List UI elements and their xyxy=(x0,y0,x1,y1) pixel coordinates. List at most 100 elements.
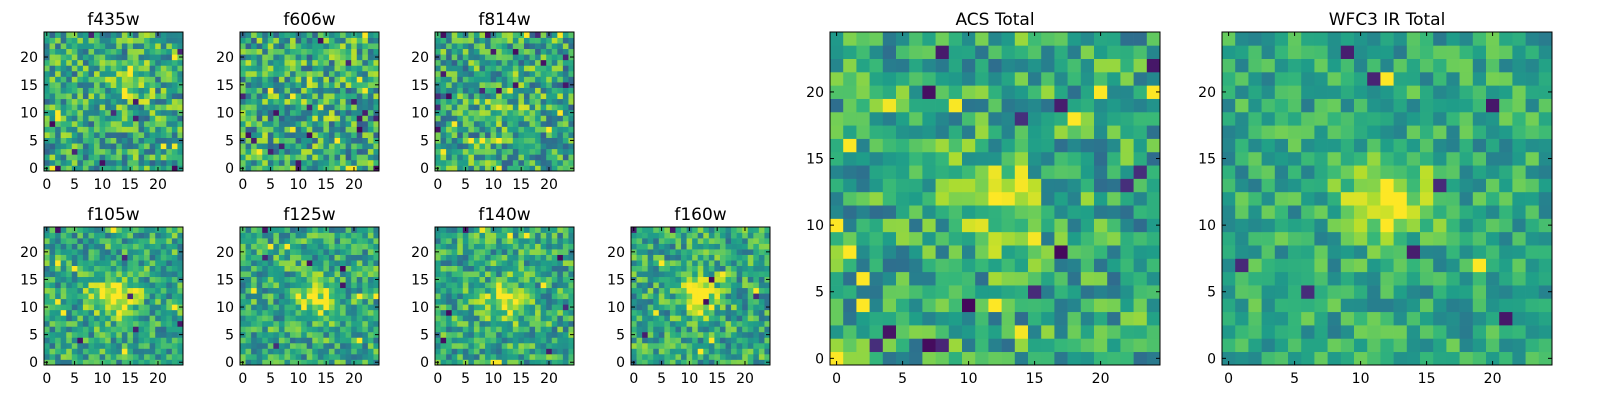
heatmap-cell xyxy=(1146,338,1161,353)
y-tick-label: 15 xyxy=(20,78,38,94)
heatmap-cell xyxy=(457,48,464,55)
heatmap-cell xyxy=(446,293,453,300)
heatmap-cell xyxy=(373,104,380,111)
heatmap-cell xyxy=(1080,298,1095,313)
heatmap-cell xyxy=(435,260,441,266)
heatmap-cell xyxy=(1041,351,1055,366)
heatmap-cell xyxy=(714,348,721,355)
heatmap-cell xyxy=(284,326,291,333)
heatmap-cell xyxy=(462,337,469,344)
heatmap-cell xyxy=(132,232,139,239)
heatmap-cell xyxy=(121,59,128,66)
heatmap-cell xyxy=(149,271,156,278)
heatmap-cell xyxy=(362,98,369,105)
heatmap-cell xyxy=(922,205,936,219)
heatmap-cell xyxy=(507,293,514,300)
heatmap-cell xyxy=(485,104,491,111)
heatmap-cell xyxy=(328,260,335,266)
heatmap-cell xyxy=(747,232,754,239)
heatmap-cell xyxy=(345,165,352,172)
heatmap-cell xyxy=(642,287,649,294)
heatmap-cell xyxy=(551,32,558,38)
heatmap-cell xyxy=(664,238,671,244)
heatmap-cell xyxy=(110,232,117,239)
heatmap-cell xyxy=(975,351,989,366)
heatmap-cell xyxy=(473,331,480,338)
heatmap-cell xyxy=(653,254,660,261)
heatmap-cell xyxy=(334,165,341,172)
heatmap-cell xyxy=(149,276,156,283)
heatmap-cell xyxy=(1014,298,1029,313)
heatmap-cell xyxy=(457,276,464,283)
heatmap-cell xyxy=(138,227,145,233)
heatmap-cell xyxy=(692,282,699,289)
heatmap-cell xyxy=(457,326,464,333)
heatmap-cell xyxy=(356,265,363,272)
heatmap-cell xyxy=(446,109,453,116)
heatmap-cell xyxy=(121,104,128,111)
heatmap-cell xyxy=(490,126,497,133)
heatmap-cell xyxy=(328,70,335,77)
heatmap-cell xyxy=(240,48,246,55)
heatmap-cell xyxy=(356,43,363,50)
heatmap-cell xyxy=(116,43,123,50)
heatmap-cell xyxy=(1080,351,1095,366)
heatmap-cell xyxy=(962,351,976,366)
heatmap-cell xyxy=(758,287,765,294)
y-tick-label: 0 xyxy=(29,161,38,177)
heatmap-cell xyxy=(356,148,363,155)
heatmap-cell xyxy=(507,315,514,322)
heatmap-cell xyxy=(457,249,464,255)
heatmap-cell xyxy=(240,298,246,305)
heatmap-cell xyxy=(485,337,491,344)
heatmap-cell xyxy=(653,232,660,239)
heatmap-cell xyxy=(345,143,352,150)
heatmap-cell xyxy=(523,359,530,366)
heatmap-cell xyxy=(171,159,178,166)
heatmap-cell xyxy=(116,137,123,144)
x-tick-label: 5 xyxy=(266,371,275,387)
heatmap-cell xyxy=(290,137,296,144)
heatmap-cell xyxy=(334,115,341,122)
heatmap-cell xyxy=(121,342,128,349)
heatmap-cell xyxy=(351,126,358,133)
heatmap-cell xyxy=(149,54,156,61)
heatmap-cell xyxy=(273,76,280,83)
heatmap-cell xyxy=(138,265,145,272)
heatmap-cell xyxy=(512,249,519,255)
heatmap-cell xyxy=(251,298,258,305)
heatmap-cell xyxy=(110,238,117,244)
heatmap-cell xyxy=(764,227,771,233)
heatmap-cell xyxy=(473,148,480,155)
heatmap-cell xyxy=(278,70,285,77)
heatmap-cell xyxy=(468,326,475,333)
heatmap-cell xyxy=(149,309,156,316)
heatmap-cell xyxy=(496,232,503,239)
heatmap-cell xyxy=(94,54,100,61)
heatmap-cell xyxy=(356,282,363,289)
heatmap-cell xyxy=(446,59,453,66)
heatmap-cell xyxy=(60,132,67,138)
heatmap-cell xyxy=(988,231,1002,246)
heatmap-cell xyxy=(856,271,870,286)
heatmap-cell xyxy=(345,93,352,100)
heatmap-cell xyxy=(535,98,541,105)
heatmap-cell xyxy=(830,325,844,339)
heatmap-cell xyxy=(166,43,173,50)
heatmap-cell xyxy=(155,48,162,55)
heatmap-cell xyxy=(451,232,458,239)
heatmap-cell xyxy=(882,325,897,339)
heatmap-cell xyxy=(485,282,491,289)
heatmap-cell xyxy=(278,276,285,283)
heatmap-cell xyxy=(245,342,252,349)
heatmap-cell xyxy=(462,287,469,294)
heatmap-cell xyxy=(373,320,380,327)
heatmap-cell xyxy=(251,76,258,83)
heatmap-cell xyxy=(507,309,514,316)
heatmap-cell xyxy=(440,293,447,300)
heatmap-cell xyxy=(251,87,258,94)
heatmap-cell xyxy=(507,104,514,111)
heatmap-cell xyxy=(362,76,369,83)
heatmap-cell xyxy=(830,338,844,353)
heatmap-cell xyxy=(351,320,358,327)
